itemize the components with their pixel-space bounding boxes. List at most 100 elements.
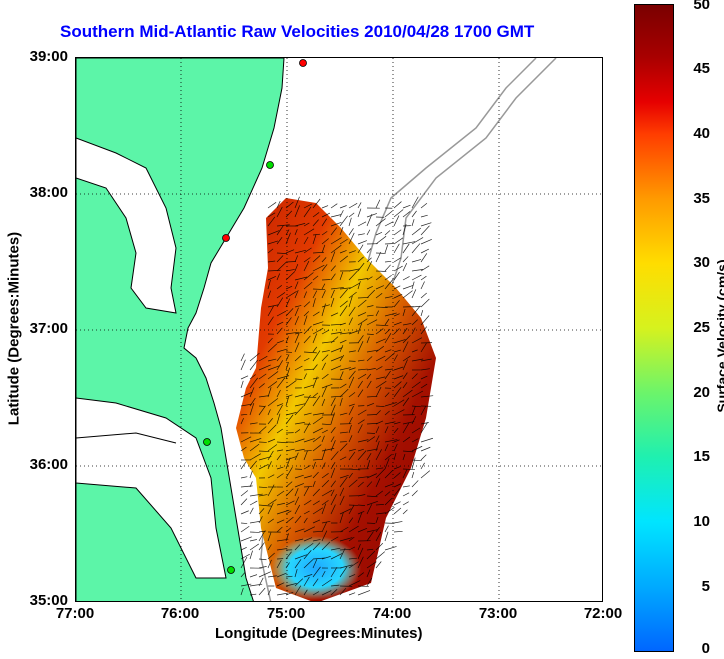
velocity-vector bbox=[303, 281, 313, 290]
velocity-vector bbox=[357, 512, 363, 524]
velocity-vector bbox=[420, 281, 425, 290]
velocity-vector bbox=[375, 526, 380, 533]
velocity-vector bbox=[402, 389, 413, 398]
velocity-vector bbox=[330, 273, 336, 281]
velocity-vector bbox=[267, 358, 277, 362]
velocity-vector bbox=[411, 337, 423, 344]
velocity-vector bbox=[348, 317, 353, 326]
velocity-vector bbox=[402, 335, 411, 344]
velocity-vector bbox=[384, 370, 391, 380]
velocity-vector bbox=[267, 230, 280, 236]
velocity-vector bbox=[276, 206, 283, 218]
velocity-vector bbox=[339, 255, 349, 263]
velocity-vector bbox=[330, 427, 336, 434]
velocity-vector bbox=[267, 275, 276, 281]
velocity-vector bbox=[411, 457, 416, 470]
velocity-vector bbox=[348, 561, 359, 569]
velocity-vector bbox=[303, 311, 310, 317]
velocity-vector bbox=[294, 578, 304, 587]
velocity-vector bbox=[339, 431, 348, 434]
velocity-vector bbox=[384, 318, 390, 326]
velocity-vector bbox=[420, 343, 427, 353]
velocity-vector bbox=[348, 405, 354, 416]
velocity-vector bbox=[321, 264, 328, 272]
velocity-vector bbox=[384, 221, 394, 227]
velocity-vector bbox=[366, 501, 378, 506]
velocity-vector bbox=[375, 324, 389, 327]
velocity-vector bbox=[276, 572, 287, 578]
velocity-vector bbox=[411, 373, 418, 380]
velocity-vector bbox=[420, 405, 427, 416]
velocity-vector bbox=[312, 591, 320, 596]
velocity-vector bbox=[294, 544, 301, 551]
velocity-vector bbox=[321, 423, 332, 426]
velocity-vector bbox=[384, 444, 389, 452]
velocity-vector bbox=[267, 279, 271, 290]
velocity-vector bbox=[276, 377, 286, 389]
velocity-vector bbox=[321, 398, 326, 407]
velocity-vector bbox=[249, 402, 255, 416]
velocity-vector bbox=[384, 312, 397, 317]
velocity-vector bbox=[249, 352, 260, 362]
velocity-vector bbox=[312, 412, 325, 416]
velocity-vector bbox=[312, 395, 321, 407]
velocity-vector bbox=[375, 420, 384, 425]
velocity-vector bbox=[276, 225, 284, 236]
velocity-vector bbox=[276, 592, 288, 596]
velocity-vector bbox=[258, 405, 266, 407]
velocity-vector bbox=[312, 288, 326, 290]
velocity-vector bbox=[285, 510, 292, 515]
velocity-vector bbox=[384, 210, 393, 218]
velocity-vector bbox=[276, 502, 285, 506]
velocity-vector bbox=[267, 418, 273, 425]
velocity-vector bbox=[366, 531, 374, 542]
velocity-vector bbox=[384, 279, 394, 290]
velocity-vector bbox=[384, 470, 393, 479]
velocity-vectors bbox=[240, 196, 434, 596]
velocity-vector bbox=[420, 265, 430, 272]
velocity-vector bbox=[249, 481, 253, 488]
velocity-vector bbox=[357, 494, 366, 497]
velocity-vector bbox=[294, 331, 303, 335]
velocity-vector bbox=[366, 319, 378, 326]
velocity-vector bbox=[312, 255, 321, 263]
velocity-vector bbox=[348, 250, 356, 254]
y-axis-label: Latitude (Degrees:Minutes) bbox=[5, 231, 23, 426]
map-panel[interactable] bbox=[75, 57, 603, 602]
x-tick-label: 77:00 bbox=[55, 605, 95, 622]
velocity-vector bbox=[321, 570, 326, 578]
velocity-vector bbox=[303, 589, 308, 596]
velocity-vector bbox=[294, 496, 300, 506]
velocity-vector bbox=[339, 476, 348, 488]
velocity-vector bbox=[285, 394, 293, 398]
velocity-vector bbox=[303, 550, 312, 560]
velocity-vector bbox=[366, 305, 374, 308]
velocity-vector bbox=[267, 212, 276, 218]
velocity-vector bbox=[249, 583, 263, 587]
velocity-vector bbox=[312, 298, 316, 308]
velocity-vector bbox=[393, 472, 401, 479]
velocity-vector bbox=[240, 375, 249, 380]
velocity-vector bbox=[393, 375, 404, 380]
velocity-vector bbox=[240, 359, 246, 371]
velocity-vector bbox=[276, 321, 284, 326]
velocity-vector bbox=[276, 348, 288, 353]
velocity-vector bbox=[402, 284, 414, 290]
velocity-vector bbox=[375, 504, 384, 506]
velocity-vector bbox=[393, 201, 402, 209]
y-tick-label: 38:00 bbox=[29, 184, 68, 201]
velocity-vector bbox=[420, 222, 432, 227]
y-tick-label: 36:00 bbox=[29, 456, 68, 473]
velocity-vector bbox=[348, 435, 353, 443]
velocity-vector bbox=[321, 373, 329, 380]
velocity-vector bbox=[285, 455, 298, 461]
velocity-vector bbox=[357, 318, 368, 326]
velocity-vector bbox=[375, 561, 382, 569]
colorbar-tick: 5 bbox=[701, 578, 710, 595]
velocity-vector bbox=[312, 290, 318, 299]
velocity-vector bbox=[258, 508, 265, 515]
colorbar-tick: 15 bbox=[693, 448, 710, 465]
velocity-vector bbox=[420, 275, 427, 281]
velocity-vector bbox=[330, 494, 337, 506]
velocity-vector bbox=[330, 553, 343, 560]
